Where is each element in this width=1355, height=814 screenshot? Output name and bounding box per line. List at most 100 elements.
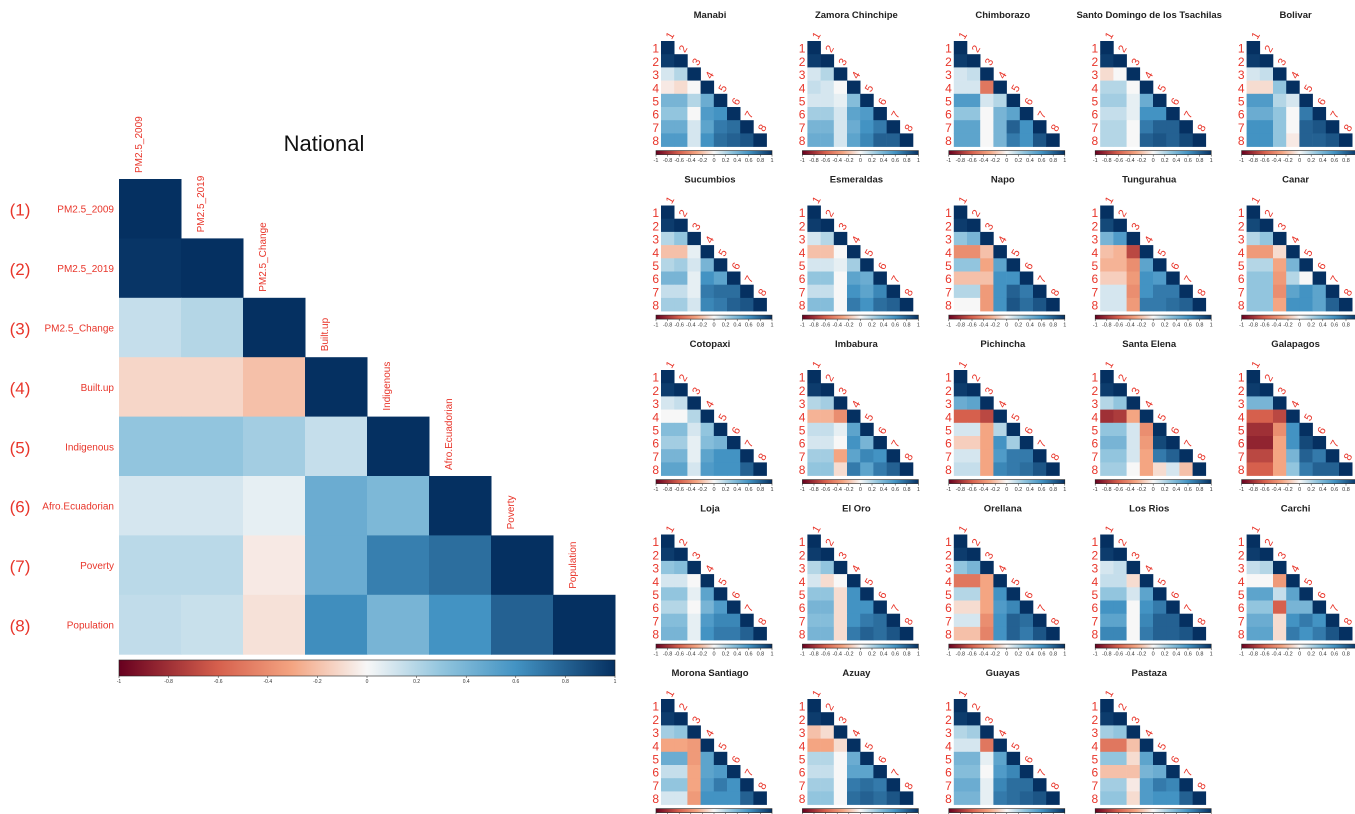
province-col-label: 2 [1116, 537, 1129, 548]
province-row-label: 2 [799, 384, 806, 398]
province-row-label: 5 [1238, 259, 1245, 273]
province-cell [1153, 422, 1167, 437]
province-title: Chimborazo [975, 10, 1030, 21]
province-cell [886, 613, 901, 628]
province-cell [1006, 600, 1021, 614]
province-cell [860, 271, 874, 285]
province-col-label: 7 [1036, 438, 1049, 449]
province-cell [1006, 107, 1021, 121]
province-cell [1259, 574, 1274, 588]
province-cell [700, 462, 715, 476]
province-row-label: 4 [799, 575, 806, 589]
province-cell [953, 574, 968, 588]
province-cell [674, 107, 688, 121]
province-colorbar-tick-label: 0.2 [1161, 487, 1169, 493]
province-cell [674, 231, 688, 246]
province-cell [727, 271, 741, 285]
province-col-label: 6 [730, 590, 743, 601]
province-cell [661, 54, 675, 68]
province-colorbar-tick-label: -0.6 [821, 652, 830, 658]
province-col-label: 4 [703, 399, 716, 410]
province-cell [1299, 258, 1313, 272]
province-cell [980, 449, 994, 463]
province-row-label: 1 [1092, 206, 1099, 220]
province-row-label: 4 [945, 575, 952, 589]
province-colorbar-tick-label: -0.2 [1283, 652, 1292, 658]
national-title: National [284, 131, 365, 156]
province-cell [833, 738, 848, 753]
province-cell [820, 791, 835, 805]
province-cell [740, 613, 754, 628]
province-cell [1273, 587, 1287, 601]
province-cell [1259, 560, 1274, 575]
province-cell [993, 738, 1007, 753]
province-cell [833, 751, 848, 766]
province-cell [687, 245, 701, 259]
province-row-label: 1 [945, 42, 952, 56]
province-colorbar-tick-label: -0.6 [1114, 323, 1123, 329]
province-colorbar-tick-label: 0.2 [868, 487, 876, 493]
province-cell [1046, 626, 1060, 641]
province-cell [687, 297, 701, 312]
national-cell [119, 416, 182, 477]
province-colorbar-tick-label: -1 [946, 487, 951, 493]
province-cell [687, 560, 701, 575]
province-cell [661, 449, 675, 463]
province-col-label: 3 [1129, 386, 1142, 397]
province-cell [899, 133, 914, 147]
province-cell [847, 613, 861, 628]
province-cell [1192, 462, 1207, 476]
province-cell [661, 245, 675, 259]
province-colorbar-tick-label: 0.4 [1026, 323, 1034, 329]
province-title: Pichincha [980, 339, 1026, 350]
province-colorbar [1241, 150, 1355, 155]
province-col-label: 8 [756, 287, 769, 298]
province-cell [713, 93, 728, 108]
province-cell [661, 396, 675, 410]
province-col-label: 1 [664, 359, 677, 370]
province-cell [833, 67, 848, 81]
province-cell [1286, 422, 1300, 437]
province-row-label: 1 [1092, 42, 1099, 56]
province-cell [661, 205, 675, 219]
province-row-label: 8 [1092, 134, 1099, 148]
province-colorbar-tick-label: -0.8 [1248, 158, 1257, 164]
province-cell [674, 120, 688, 134]
province-cell [953, 258, 968, 272]
province-cell [967, 258, 981, 272]
province-row-label: 1 [652, 700, 659, 714]
province-cell [674, 725, 688, 739]
province-col-label: 1 [810, 359, 823, 370]
province-cell [1113, 587, 1127, 601]
province-cell [847, 245, 861, 259]
province-row-label: 8 [1238, 463, 1245, 477]
province-cell [873, 626, 887, 641]
province-colorbar-tick-label: -0.4 [686, 158, 695, 164]
province-cell [1139, 422, 1154, 437]
province-col-label: 2 [1116, 208, 1129, 219]
province-cell [993, 574, 1007, 588]
province-colorbar [1094, 808, 1212, 813]
province-colorbar-tick-label: 0.8 [903, 487, 911, 493]
province-row-label: 5 [799, 588, 806, 602]
province-colorbar-tick-label: -0.6 [1114, 487, 1123, 493]
province-cell [1006, 462, 1021, 476]
province-cell [1246, 120, 1261, 134]
province-cell [661, 107, 675, 121]
province-colorbar-tick-label: 0.4 [733, 487, 741, 493]
province-col-label: 5 [717, 412, 730, 423]
province-colorbar-tick-label: -0.8 [1248, 323, 1257, 329]
province-col-label: 4 [996, 234, 1009, 245]
province-row-label: 7 [945, 285, 952, 299]
province-cell [1325, 133, 1340, 147]
province-cell [1006, 778, 1021, 792]
province-colorbar-tick-label: 0.2 [1307, 323, 1315, 329]
province-colorbar-tick-label: 0.6 [1331, 487, 1339, 493]
province-cell [1126, 133, 1141, 147]
province-colorbar-tick-label: 0.8 [1196, 323, 1204, 329]
province-cell [1139, 765, 1154, 779]
province-cell [674, 778, 688, 792]
province-cell [980, 778, 994, 792]
province-cell [700, 271, 715, 285]
